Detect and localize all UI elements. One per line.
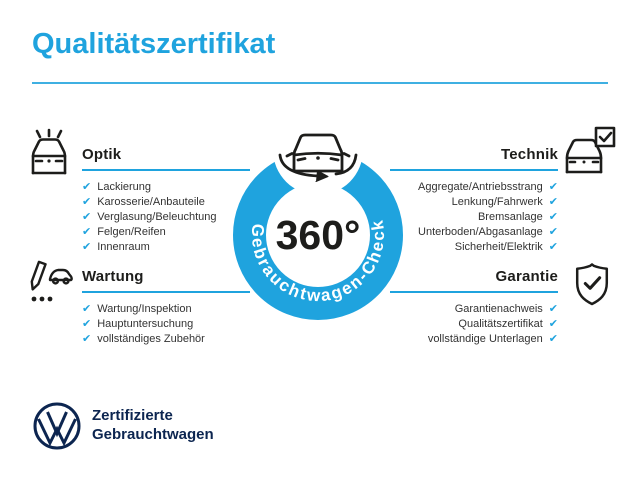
check-icon: ✔ xyxy=(548,317,558,330)
checklist-item: Unterboden/Abgasanlage ✔ xyxy=(390,224,558,239)
header-divider xyxy=(32,82,608,84)
checklist-item: Lenkung/Fahrwerk ✔ xyxy=(390,194,558,209)
item-label: Lackierung xyxy=(97,180,152,193)
check-icon: ✔ xyxy=(82,225,92,238)
car-checkbox-icon xyxy=(565,126,617,174)
section-technik: Technik Aggregate/Antriebsstrang ✔ Lenkun… xyxy=(390,146,558,254)
ring-top-notch xyxy=(273,128,363,195)
check-icon: ✔ xyxy=(548,180,558,193)
car-360-rotation-icon xyxy=(278,133,358,182)
check-icon: ✔ xyxy=(548,225,558,238)
footer-claim: Zertifizierte Gebrauchtwagen xyxy=(92,406,214,444)
checklist-item: ✔ Verglasung/Beleuchtung xyxy=(82,209,250,224)
check-icon: ✔ xyxy=(548,210,558,223)
check-icon: ✔ xyxy=(548,240,558,253)
section-wartung: Wartung ✔ Wartung/Inspektion ✔ Hauptunters… xyxy=(82,268,250,346)
section-title: Garantie xyxy=(390,268,558,293)
item-label: Aggregate/Antriebsstrang xyxy=(418,180,543,193)
checklist-item: Garantienachweis ✔ xyxy=(390,301,558,316)
item-label: Innenraum xyxy=(97,240,150,253)
shiny-car-front-icon xyxy=(25,127,73,177)
checklist-item: vollständige Unterlagen ✔ xyxy=(390,331,558,346)
page-title: Qualitätszertifikat xyxy=(32,28,276,60)
item-label: Unterboden/Abgasanlage xyxy=(418,225,543,238)
checklist-item: ✔ Innenraum xyxy=(82,239,250,254)
item-label: vollständige Unterlagen xyxy=(427,332,543,345)
item-label: Verglasung/Beleuchtung xyxy=(97,210,217,223)
check-360-graphic: 360° Gebrauchtwagen-Check xyxy=(218,128,418,340)
checklist-item: ✔ Felgen/Reifen xyxy=(82,224,250,239)
item-label: Karosserie/Anbauteile xyxy=(97,195,205,208)
section-garantie: Garantie Garantienachweis ✔ Qualitätszert… xyxy=(390,268,558,346)
vw-logo-icon xyxy=(32,401,82,451)
check-icon: ✔ xyxy=(82,240,92,253)
footer-claim-line1: Zertifizierte xyxy=(92,407,173,424)
checklist-item: ✔ Karosserie/Anbauteile xyxy=(82,194,250,209)
check-icon: ✔ xyxy=(548,302,558,315)
shield-check-icon xyxy=(571,261,613,307)
check-icon: ✔ xyxy=(82,302,92,315)
section-title: Optik xyxy=(82,146,250,171)
item-label: Bremsanlage xyxy=(477,210,543,223)
item-label: Lenkung/Fahrwerk xyxy=(451,195,543,208)
item-label: Sicherheit/Elektrik xyxy=(454,240,543,253)
check-icon: ✔ xyxy=(548,332,558,345)
item-label: Wartung/Inspektion xyxy=(97,302,192,315)
check-icon: ✔ xyxy=(82,195,92,208)
checklist-item: ✔ Hauptuntersuchung xyxy=(82,316,250,331)
item-label: Garantienachweis xyxy=(454,302,543,315)
checklist-item: Sicherheit/Elektrik ✔ xyxy=(390,239,558,254)
service-checklist-icon xyxy=(25,258,73,306)
checklist-item: Bremsanlage ✔ xyxy=(390,209,558,224)
item-label: vollständiges Zubehör xyxy=(97,332,205,345)
check-icon: ✔ xyxy=(548,195,558,208)
item-label: Qualitätszertifikat xyxy=(458,317,543,330)
checklist-item: Qualitätszertifikat ✔ xyxy=(390,316,558,331)
section-title: Technik xyxy=(390,146,558,171)
footer-claim-line2: Gebrauchtwagen xyxy=(92,426,214,443)
checklist-item: ✔ Wartung/Inspektion xyxy=(82,301,250,316)
item-label: Hauptuntersuchung xyxy=(97,317,194,330)
checklist-item: ✔ vollständiges Zubehör xyxy=(82,331,250,346)
checklist-item: Aggregate/Antriebsstrang ✔ xyxy=(390,179,558,194)
degree-label: 360° xyxy=(276,212,361,258)
section-title: Wartung xyxy=(82,268,250,293)
section-optik: Optik ✔ Lackierung ✔ Karosserie/Anbauteile… xyxy=(82,146,250,254)
check-icon: ✔ xyxy=(82,210,92,223)
checklist-item: ✔ Lackierung xyxy=(82,179,250,194)
item-label: Felgen/Reifen xyxy=(97,225,166,238)
check-icon: ✔ xyxy=(82,317,92,330)
check-icon: ✔ xyxy=(82,332,92,345)
check-icon: ✔ xyxy=(82,180,92,193)
